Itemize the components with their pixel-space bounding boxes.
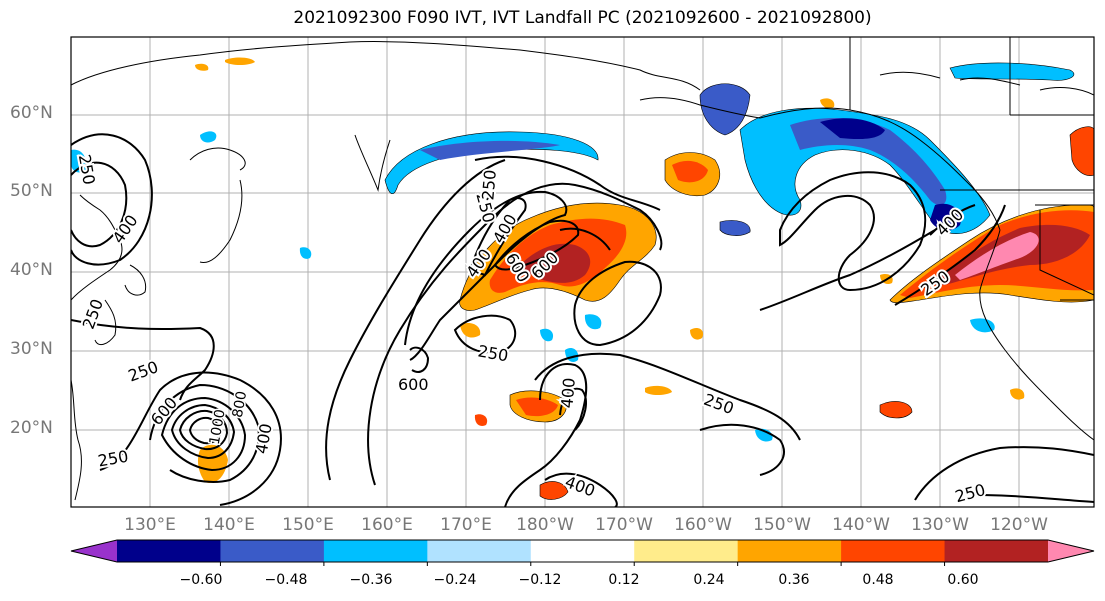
lon-label: 120°W: [990, 515, 1048, 535]
colorbar-segment: [323, 540, 428, 562]
negative-pc-shading: [71, 62, 1075, 442]
colorbar-tick-label: 0.24: [693, 572, 725, 588]
lon-label: 140°W: [832, 515, 890, 535]
lat-label: 20°N: [10, 418, 53, 438]
colorbar-tick-label: 0.60: [947, 572, 979, 588]
colorbar-segment: [530, 540, 635, 562]
lon-label: 170°E: [440, 515, 492, 535]
lon-label: 150°W: [753, 515, 811, 535]
colorbar-segment: [427, 540, 532, 562]
lat-label: 40°N: [10, 260, 53, 280]
lon-label: 150°E: [282, 515, 334, 535]
colorbar-tick-label: −0.24: [433, 572, 477, 588]
map-title: 2021092300 F090 IVT, IVT Landfall PC (20…: [293, 8, 872, 28]
ivt-contours: [71, 133, 1094, 507]
contour-labels: 250 400 250 600 400 250 600 400 250 600 …: [73, 151, 990, 508]
lon-label: 160°E: [361, 515, 413, 535]
lon-label: 130°W: [911, 515, 969, 535]
colorbar-tick-label: −0.12: [518, 572, 562, 588]
contour-label: 400: [557, 377, 579, 409]
map-frame: [70, 36, 1095, 508]
contour-label: 800: [230, 390, 250, 419]
colorbar-tick-label: −0.48: [264, 572, 308, 588]
coastlines: [71, 37, 1094, 501]
lon-label: 170°W: [595, 515, 653, 535]
colorbar-segment: [841, 540, 946, 562]
colorbar-tick-label: 0.12: [608, 572, 640, 588]
lon-label: 140°E: [203, 515, 255, 535]
colorbar-segment: [117, 540, 221, 562]
contour-label: 1000: [207, 408, 229, 446]
colorbar-segment: [634, 540, 739, 562]
colorbar-extend-low: [71, 540, 117, 562]
colorbar-tick-label: 0.36: [778, 572, 810, 588]
contour-label: 250: [478, 169, 500, 201]
colorbar-segment: [737, 540, 842, 562]
colorbar-extend-high: [1048, 540, 1094, 562]
colorbar: [70, 539, 1095, 566]
lat-label: 60°N: [10, 103, 53, 123]
colorbar-tick-label: 0.48: [862, 572, 894, 588]
lon-label: 180°W: [516, 515, 574, 535]
lat-label: 50°N: [10, 181, 53, 201]
colorbar-tick-label: −0.36: [349, 572, 393, 588]
colorbar-outline: [70, 539, 1095, 563]
colorbar-tick-label: −0.60: [179, 572, 223, 588]
colorbar-segment: [220, 540, 325, 562]
contour-label: 600: [398, 375, 429, 394]
lon-label: 130°E: [124, 515, 176, 535]
lon-label: 160°W: [674, 515, 732, 535]
colorbar-segment: [944, 540, 1049, 562]
lat-label: 30°N: [10, 339, 53, 359]
